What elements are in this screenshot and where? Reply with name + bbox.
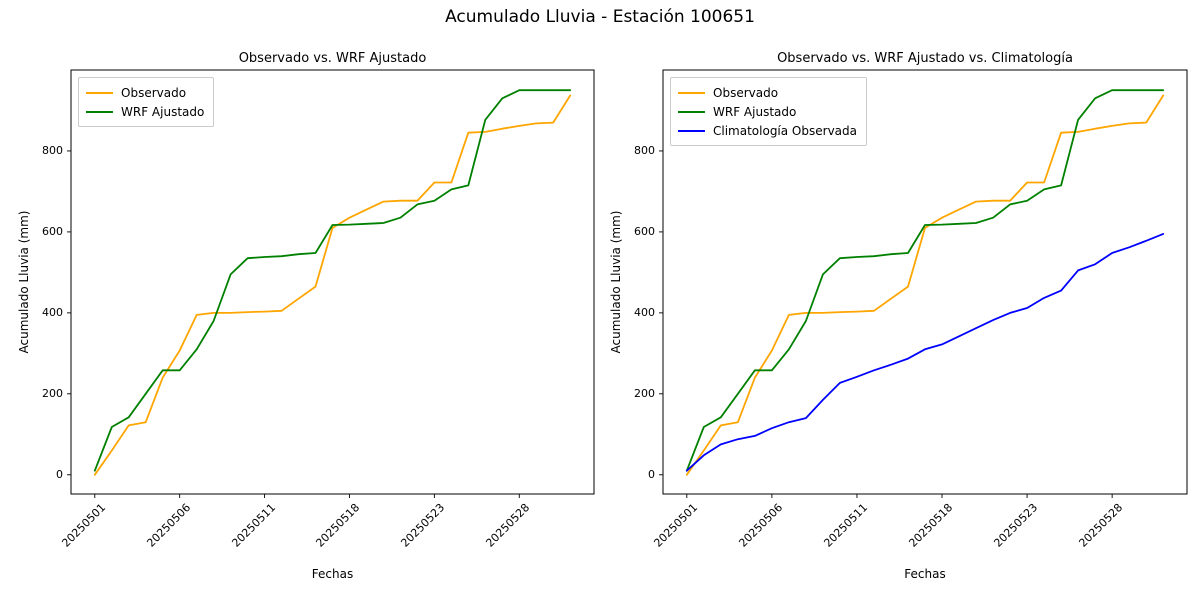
figure-title: Acumulado Lluvia - Estación 100651 bbox=[445, 7, 755, 27]
legend-item: WRF Ajustado bbox=[678, 102, 857, 121]
series-line-climatolog-a-observada bbox=[685, 232, 1165, 472]
y-tick-label: 400 bbox=[634, 305, 655, 319]
legend: Observado WRF Ajustado bbox=[78, 77, 215, 127]
y-tick-label: 200 bbox=[42, 386, 63, 400]
legend-label: WRF Ajustado bbox=[121, 104, 205, 119]
y-tick-label: 600 bbox=[42, 224, 63, 238]
legend-line-swatch bbox=[86, 110, 113, 113]
legend-label: Climatología Observada bbox=[713, 123, 857, 138]
y-tick-label: 600 bbox=[634, 224, 655, 238]
x-axis-label-left: Fechas bbox=[311, 567, 354, 581]
y-tick-label: 0 bbox=[56, 467, 63, 481]
y-tick-label: 400 bbox=[42, 305, 63, 319]
legend-label: WRF Ajustado bbox=[713, 104, 797, 119]
legend: Observado WRF Ajustado Climatología Observ… bbox=[670, 77, 867, 146]
legend-item: Observado bbox=[678, 83, 857, 102]
series-line-wrf-ajustado bbox=[685, 89, 1165, 472]
legend-item: Climatología Observada bbox=[678, 121, 857, 140]
x-axis-label-right: Fechas bbox=[904, 567, 946, 581]
y-tick-label: 800 bbox=[42, 143, 63, 157]
legend-line-swatch bbox=[678, 129, 705, 132]
series-line-wrf-ajustado bbox=[93, 89, 572, 472]
legend-label: Observado bbox=[121, 85, 187, 100]
legend-line-swatch bbox=[678, 91, 705, 94]
plot-area-right bbox=[659, 69, 1188, 498]
y-tick-label: 200 bbox=[634, 386, 655, 400]
y-tick-label: 800 bbox=[634, 143, 655, 157]
axes-spines bbox=[662, 69, 1188, 495]
series-line-observado bbox=[93, 94, 572, 476]
axes-spines bbox=[70, 69, 595, 495]
legend-line-swatch bbox=[86, 91, 113, 94]
plot-area-left bbox=[67, 69, 595, 498]
y-tick-label: 0 bbox=[648, 467, 655, 481]
subplot-title-left: Observado vs. WRF Ajustado bbox=[238, 51, 427, 66]
series-line-observado bbox=[685, 94, 1165, 476]
legend-item: WRF Ajustado bbox=[86, 102, 204, 121]
legend-label: Observado bbox=[713, 85, 779, 100]
legend-item: Observado bbox=[86, 83, 204, 102]
legend-line-swatch bbox=[678, 110, 705, 113]
subplot-title-right: Observado vs. WRF Ajustado vs. Climatolo… bbox=[777, 51, 1073, 66]
